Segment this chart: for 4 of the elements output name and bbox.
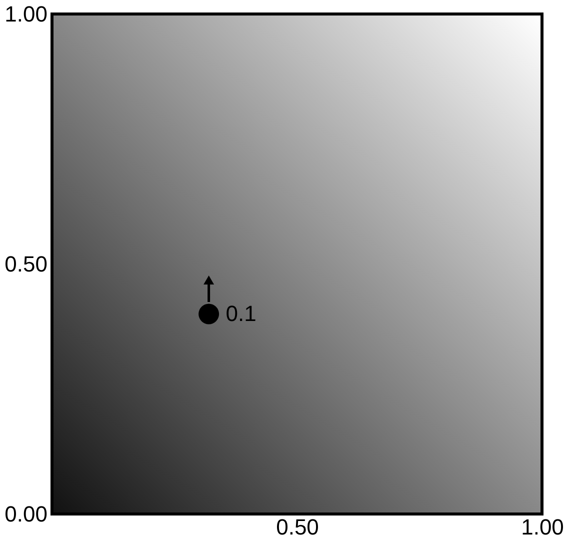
annotation: 0.1	[226, 301, 256, 326]
y-tick-label: 0.00	[4, 502, 48, 526]
y-tick-label: 1.00	[4, 2, 48, 26]
y-tick-label: 0.50	[4, 252, 48, 276]
